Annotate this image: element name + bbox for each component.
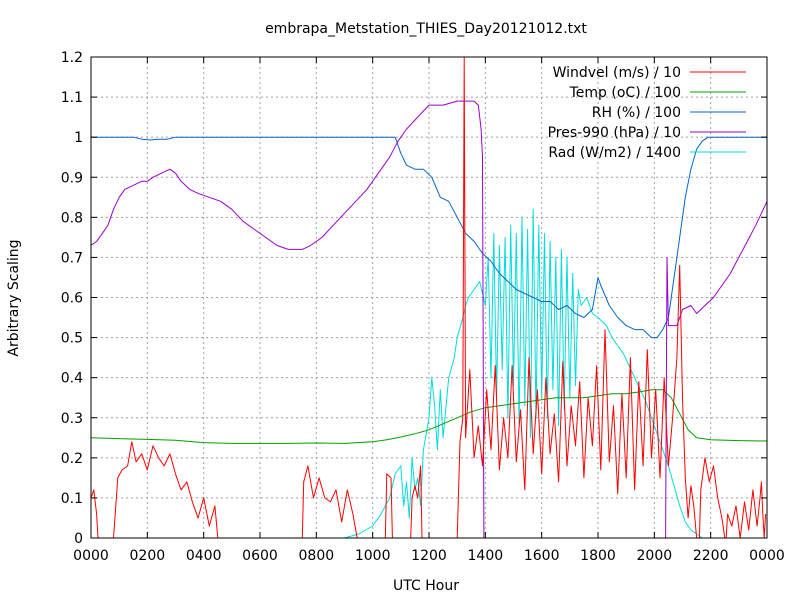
x-tick-label: 1400 xyxy=(468,548,504,564)
y-tick-label: 1 xyxy=(74,130,83,146)
legend-label-pres-990-hpa-10: Pres-990 (hPa) / 10 xyxy=(548,125,681,141)
legend-label-rad-w-m2-1400: Rad (W/m2) / 1400 xyxy=(548,145,681,161)
y-tick-label: 1.2 xyxy=(61,50,83,66)
y-tick-label: 0.3 xyxy=(61,411,83,427)
series-line-pres-990-hpa-10 xyxy=(90,100,768,539)
legend-label-temp-oc-100: Temp (oC) / 100 xyxy=(569,85,681,101)
x-tick-label: 1200 xyxy=(411,548,447,564)
x-tick-label: 2200 xyxy=(693,548,729,564)
x-tick-label: 1000 xyxy=(355,548,391,564)
y-tick-label: 0.1 xyxy=(61,491,83,507)
x-tick-label: 0600 xyxy=(242,548,278,564)
y-tick-label: 0.5 xyxy=(61,331,83,347)
y-axis-label: Arbitrary Scaling xyxy=(6,239,22,356)
legend-label-rh-100: RH (%) / 100 xyxy=(592,105,681,121)
series-line-rad-w-m2-1400 xyxy=(344,208,703,539)
x-axis-label: UTC Hour xyxy=(393,578,459,594)
x-tick-label: 0200 xyxy=(130,548,166,564)
legend: Windvel (m/s) / 10 Temp (oC) / 100 RH (%) … xyxy=(548,65,746,161)
x-tick-label: 2000 xyxy=(637,548,673,564)
series-line-temp-oc-100 xyxy=(90,389,768,444)
y-tick-label: 0 xyxy=(74,531,83,547)
x-tick-label: 1600 xyxy=(524,548,560,564)
y-tick-label: 0.8 xyxy=(61,210,83,226)
legend-label-windvel-m-s-10: Windvel (m/s) / 10 xyxy=(553,65,681,81)
y-tick-label: 0.9 xyxy=(61,170,83,186)
y-tick-label: 0.2 xyxy=(61,451,83,467)
y-tick-label: 0.7 xyxy=(61,250,83,266)
tick-layer: 0000 0200 0400 0600 0800 1000 1200 1400 1600 1800… xyxy=(61,50,785,564)
x-tick-label: 0400 xyxy=(186,548,222,564)
series-line-windvel-m-s-10 xyxy=(90,56,767,539)
series-layer xyxy=(90,56,768,539)
x-tick-label: 1800 xyxy=(580,548,616,564)
x-tick-label: 0800 xyxy=(299,548,335,564)
chart-title: embrapa_Metstation_THIES_Day20121012.txt xyxy=(265,21,587,37)
x-tick-label: 0000 xyxy=(73,548,109,564)
series-line-rh-100 xyxy=(91,136,767,339)
x-tick-label: 0000 xyxy=(749,548,785,564)
y-tick-label: 1.1 xyxy=(61,90,83,106)
y-tick-label: 0.6 xyxy=(61,291,83,307)
y-tick-label: 0.4 xyxy=(61,371,83,387)
